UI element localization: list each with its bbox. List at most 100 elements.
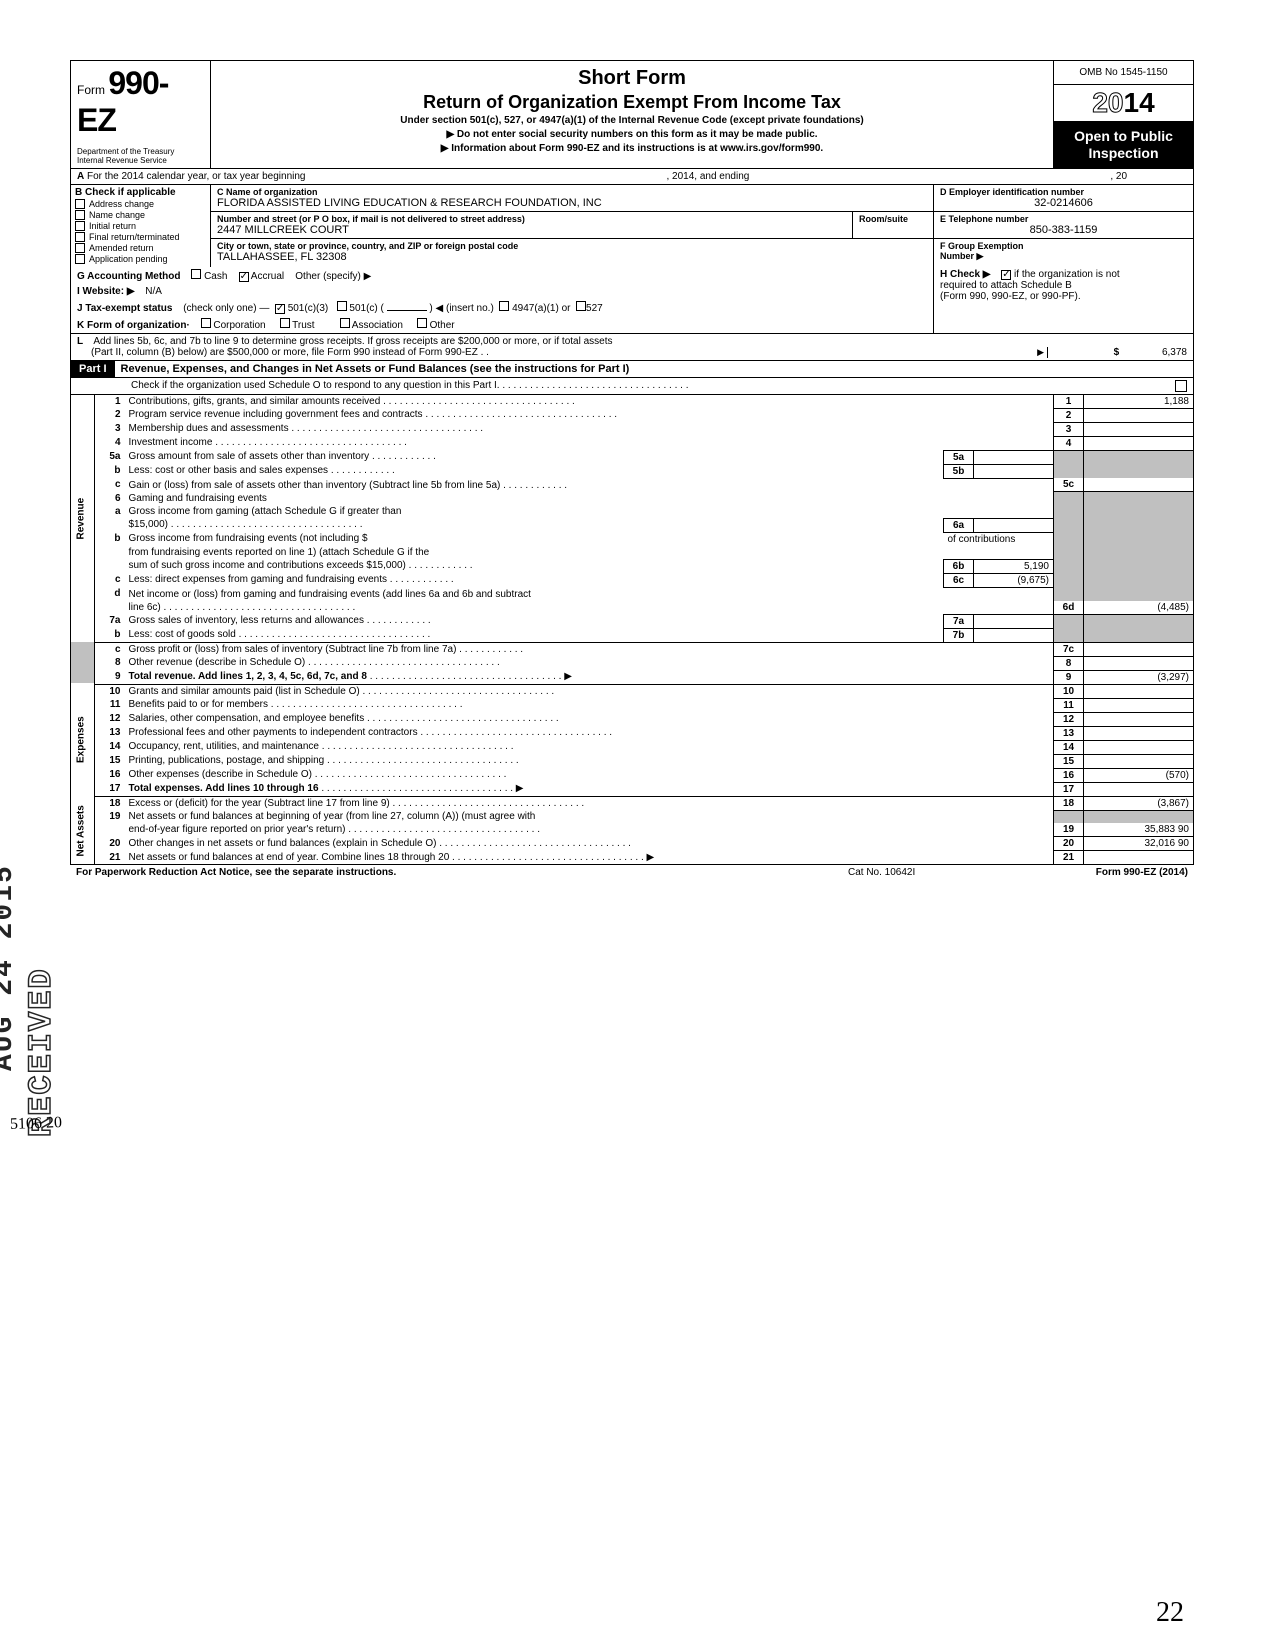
part1-label: Part I	[71, 361, 115, 377]
instr-info: ▶ Information about Form 990-EZ and its …	[221, 143, 1043, 154]
val-2	[1084, 408, 1194, 422]
website-value: N/A	[145, 286, 162, 297]
part1-title: Revenue, Expenses, and Changes in Net As…	[115, 361, 636, 377]
row-k: K Form of organization· Corporation Trus…	[71, 316, 933, 333]
org-name: FLORIDA ASSISTED LIVING EDUCATION & RESE…	[217, 197, 927, 209]
street-cell: Number and street (or P O box, if mail i…	[211, 212, 853, 238]
cb-other[interactable]	[417, 318, 427, 328]
cb-final-return[interactable]: Final return/terminated	[75, 232, 206, 242]
cb-accrual[interactable]	[239, 272, 249, 282]
cb-501c[interactable]	[337, 301, 347, 311]
form-title-box: Short Form Return of Organization Exempt…	[211, 61, 1053, 168]
room-cell: Room/suite	[853, 212, 933, 238]
form-id-box: Form 990-EZ Department of the Treasury I…	[71, 61, 211, 168]
val-16: (570)	[1084, 768, 1194, 782]
omb-number: OMB No 1545-1150	[1054, 61, 1193, 85]
row-j: J Tax-exempt status (check only one) — 5…	[71, 299, 933, 316]
tax-year: 2014	[1054, 85, 1193, 122]
cb-h-check[interactable]	[1001, 270, 1011, 280]
row-i: I Website: ▶ N/A	[71, 284, 933, 299]
val-5c	[1084, 478, 1194, 492]
form-num: 990-EZ	[77, 65, 168, 138]
val-13	[1084, 726, 1194, 740]
val-7b	[974, 628, 1054, 642]
val-19: 35,883 90	[1084, 823, 1194, 837]
val-8	[1084, 656, 1194, 670]
received-stamp: AUG 24 2015	[0, 864, 20, 1071]
city-cell: City or town, state or province, country…	[211, 239, 933, 265]
part1-table: Revenue 1 Contributions, gifts, grants, …	[70, 395, 1194, 866]
val-18: (3,867)	[1084, 796, 1194, 810]
val-6c: (9,675)	[974, 573, 1054, 587]
phone-cell: E Telephone number 850-383-1159	[934, 212, 1193, 239]
part1-check-o: Check if the organization used Schedule …	[70, 378, 1194, 395]
handwritten-page: 22	[1156, 1597, 1184, 1629]
cb-trust[interactable]	[280, 318, 290, 328]
val-15	[1084, 754, 1194, 768]
section-c: C Name of organization FLORIDA ASSISTED …	[211, 185, 933, 267]
section-def: D Employer identification number 32-0214…	[933, 185, 1193, 267]
val-14	[1084, 740, 1194, 754]
cb-name-change[interactable]: Name change	[75, 210, 206, 220]
form-prefix: Form	[77, 83, 105, 97]
footer-cat: Cat No. 10642I	[848, 867, 1048, 878]
cb-501c3[interactable]	[275, 304, 285, 314]
title-shortform: Short Form	[221, 67, 1043, 90]
footer-paperwork: For Paperwork Reduction Act Notice, see …	[76, 867, 848, 878]
arrow-icon	[1034, 347, 1047, 358]
val-5b	[974, 464, 1054, 478]
cb-4947[interactable]	[499, 301, 509, 311]
ein-value: 32-0214606	[940, 197, 1187, 209]
line-a: A For the 2014 calendar year, or tax yea…	[70, 169, 1194, 185]
instr-ssn: ▶ Do not enter social security numbers o…	[221, 129, 1043, 140]
city-value: TALLAHASSEE, FL 32308	[217, 251, 927, 263]
cb-initial-return[interactable]: Initial return	[75, 221, 206, 231]
b-header: B Check if applicable	[75, 187, 206, 198]
received-stamp-text: RECEIVED	[23, 967, 60, 1137]
group-exemption-cell: F Group Exemption Number ▶	[934, 239, 1193, 264]
cb-assoc[interactable]	[340, 318, 350, 328]
val-6d: (4,485)	[1084, 601, 1194, 615]
cb-527[interactable]	[576, 301, 586, 311]
val-10	[1084, 684, 1194, 698]
val-6b: 5,190	[974, 559, 1054, 573]
cb-corp[interactable]	[201, 318, 211, 328]
val-6a	[974, 518, 1054, 532]
footer: For Paperwork Reduction Act Notice, see …	[70, 865, 1194, 880]
val-17	[1084, 782, 1194, 796]
cb-application-pending[interactable]: Application pending	[75, 254, 206, 264]
val-9: (3,297)	[1084, 670, 1194, 684]
ein-cell: D Employer identification number 32-0214…	[934, 185, 1193, 212]
row-gijk-h: G Accounting Method Cash Accrual Other (…	[70, 267, 1194, 334]
cb-schedule-o[interactable]	[1175, 380, 1187, 392]
cb-amended-return[interactable]: Amended return	[75, 243, 206, 253]
handwritten-5106: 5106 20	[10, 1114, 63, 1134]
dollar-sign: $	[1114, 347, 1120, 358]
val-3	[1084, 422, 1194, 436]
val-12	[1084, 712, 1194, 726]
val-7c	[1084, 642, 1194, 656]
cb-address-change[interactable]: Address change	[75, 199, 206, 209]
gross-receipts: 6,378	[1162, 347, 1187, 358]
val-11	[1084, 698, 1194, 712]
dept-label: Department of the Treasury Internal Reve…	[77, 148, 204, 166]
val-5a	[974, 450, 1054, 464]
section-b: B Check if applicable Address change Nam…	[71, 185, 211, 267]
section-bcdef: B Check if applicable Address change Nam…	[70, 185, 1194, 267]
val-21	[1084, 851, 1194, 865]
cb-cash[interactable]	[191, 269, 201, 279]
subtitle: Under section 501(c), 527, or 4947(a)(1)…	[221, 115, 1043, 126]
col-gijk: G Accounting Method Cash Accrual Other (…	[71, 267, 933, 333]
val-7a	[974, 614, 1054, 628]
phone-value: 850-383-1159	[940, 224, 1187, 236]
open-to-public: Open to Public Inspection	[1054, 122, 1193, 168]
revenue-label: Revenue	[71, 395, 95, 643]
section-h: H Check ▶ if the organization is not req…	[933, 267, 1193, 333]
title-return: Return of Organization Exempt From Incom…	[221, 92, 1043, 113]
footer-form: Form 990-EZ (2014)	[1048, 867, 1188, 878]
street-value: 2447 MILLCREEK COURT	[217, 224, 846, 236]
org-name-cell: C Name of organization FLORIDA ASSISTED …	[211, 185, 933, 212]
val-4	[1084, 436, 1194, 450]
row-l: L Add lines 5b, 6c, and 7b to line 9 to …	[70, 334, 1194, 361]
val-1: 1,188	[1084, 395, 1194, 409]
